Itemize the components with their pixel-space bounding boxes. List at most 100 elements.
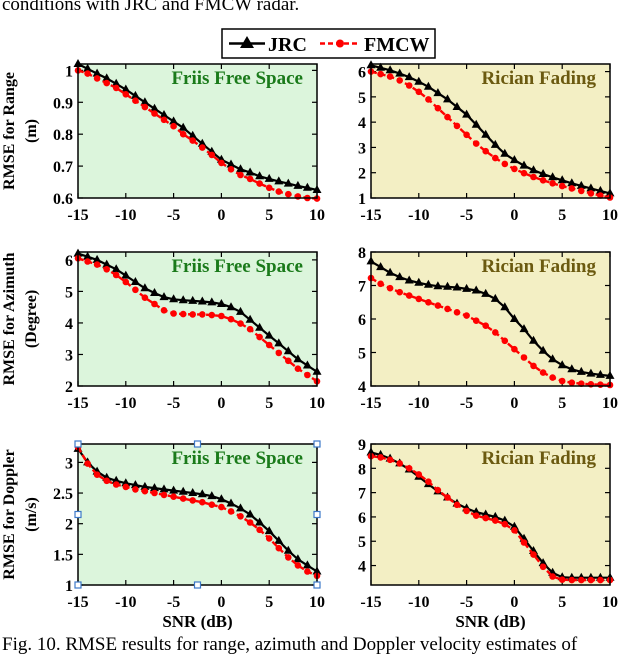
legend-fmcw-marker (336, 39, 344, 48)
panel-3-fmcw-point (122, 278, 130, 286)
panel-4-title: Rician Fading (481, 256, 596, 277)
panel-6-xtick-label: 10 (602, 594, 618, 611)
panel-3-ytick-label: 6 (65, 253, 73, 270)
panel-6-ytick-label: 8 (358, 461, 366, 478)
panel-5-jrc-point (111, 475, 121, 484)
panel-6-fmcw-point (520, 539, 528, 546)
panel-3-jrc-point (226, 302, 236, 311)
selection-handle (313, 581, 321, 589)
panel-1-fmcw-point (151, 110, 158, 117)
panel-3-xtick-label: -5 (167, 395, 180, 412)
panel-2-xtick-label: 0 (510, 207, 518, 224)
panel-6-ytick-label: 6 (358, 510, 366, 527)
panel-5-xtick-label: -10 (115, 594, 136, 611)
panel-5-fmcw-point (285, 554, 292, 561)
panel-4-jrc-point (414, 277, 424, 286)
panel-5-jrc-point (293, 554, 303, 563)
panel-5-xtick-label: 0 (217, 594, 225, 611)
panel-3-jrc-point (178, 295, 188, 304)
panel-5-plot-area (78, 444, 317, 585)
panel-1-fmcw-point (218, 159, 225, 167)
selection-handle (74, 581, 82, 589)
legend-jrc-marker (240, 36, 254, 48)
panel-2-fmcw-point (396, 77, 404, 84)
panel-3-jrc-point (188, 295, 198, 304)
panel-2-xtick-label: 10 (602, 207, 618, 224)
panel-1-fmcw-point (103, 79, 110, 87)
panel-5-jrc-point (188, 488, 198, 496)
panel-1-xtick-label: -5 (167, 207, 180, 224)
panel-2-fmcw-point (472, 140, 480, 147)
panel-5-fmcw-point (122, 483, 130, 491)
panel-2-fmcw-point (558, 182, 566, 190)
panel-4-fmcw-point (453, 309, 461, 316)
panel-2-xtick-label: -10 (408, 207, 429, 224)
panel-2-jrc-point (433, 88, 443, 97)
selection-handle (74, 440, 82, 448)
panel-5-fmcw-point (265, 535, 273, 542)
panel-2-ytick-label: 6 (358, 65, 366, 82)
panel-6-ytick-label: 9 (358, 437, 366, 454)
panel-1-jrc-point (302, 182, 312, 191)
figure-caption-top: conditions with JRC and FMCW radar. (2, 0, 300, 15)
panel-3-fmcw-point (294, 365, 302, 373)
panel-1-fmcw-point (237, 171, 244, 179)
panel-1-jrc-point (245, 167, 255, 176)
panel-2-fmcw-point (597, 192, 604, 199)
panel-4-jrc-point (509, 314, 519, 322)
panel-3-jrc-point (255, 322, 265, 331)
panel-6-fmcw-point (568, 576, 576, 584)
panel-3-jrc-point (111, 264, 121, 273)
panel-2-jrc-point (490, 139, 500, 148)
panel-3-fmcw-point (218, 312, 225, 320)
panel-6-fmcw-point (386, 456, 394, 464)
panel-4-ytick-label: 6 (358, 312, 366, 329)
panel-5-jrc-point (274, 535, 284, 544)
panel-6-series-fmcw-line (370, 455, 610, 582)
panel-6-fmcw-point (549, 573, 556, 580)
panel-1-jrc-point (169, 116, 179, 125)
panel-6-jrc-point (538, 558, 548, 567)
panel-5-fmcw-point (237, 513, 244, 520)
panel-3-jrc-point (140, 283, 150, 292)
panel-1-jrc-point (159, 110, 169, 118)
panel-2-fmcw-point (539, 177, 547, 184)
panel-5-fmcw-point (132, 486, 139, 493)
panel-5-fmcw-point (275, 544, 283, 552)
panel-3-ytick-label: 3 (65, 347, 73, 364)
panel-3-fmcw-point (304, 371, 311, 379)
panel-5-jrc-point (140, 481, 150, 490)
panel-4-jrc-point (519, 324, 529, 333)
panel-3-jrc-point (245, 314, 255, 323)
panel-6-jrc-point (490, 511, 500, 520)
panel-3-xtick-label: -10 (115, 395, 136, 412)
panel-4-ytick-label: 7 (358, 279, 366, 296)
panel-1-frame (77, 63, 318, 199)
panel-3-fmcw-point (208, 311, 216, 319)
panel-6-fmcw-point (472, 512, 480, 519)
panel-5-title: Friis Free Space (171, 448, 303, 469)
panel-4-ytick-label: 5 (358, 346, 366, 363)
panel-4-jrc-point (443, 281, 452, 290)
panel-3-ytick-label: 5 (65, 284, 73, 301)
panel-2-ytick-label: 5 (358, 90, 366, 107)
panel-1-fmcw-point (275, 188, 283, 195)
panel-5-fmcw-point (208, 501, 216, 509)
panel-3-ylabel-line1: RMSE for Azimuth (1, 252, 18, 385)
panel-4-fmcw-point (539, 369, 547, 376)
panel-2-fmcw-point (568, 185, 576, 192)
panel-3-fmcw-point (160, 307, 168, 314)
panel-3-jrc-point (274, 338, 284, 347)
panel-1-xtick-label: -10 (115, 207, 136, 224)
panel-1-jrc-point (83, 63, 93, 72)
panel-4-fmcw-point (415, 295, 423, 303)
panel-4-frame (370, 251, 611, 387)
panel-1-ytick-label: 1 (65, 63, 73, 80)
panel-4-fmcw-point (530, 362, 537, 370)
panel-3-jrc-point (293, 354, 303, 363)
panel-4-xtick-label: -5 (460, 395, 473, 412)
panel-4-jrc-point (490, 293, 500, 302)
panel-2-jrc-point (576, 180, 586, 189)
panel-1-fmcw-point (199, 144, 206, 151)
panel-1-jrc-point (293, 180, 303, 189)
